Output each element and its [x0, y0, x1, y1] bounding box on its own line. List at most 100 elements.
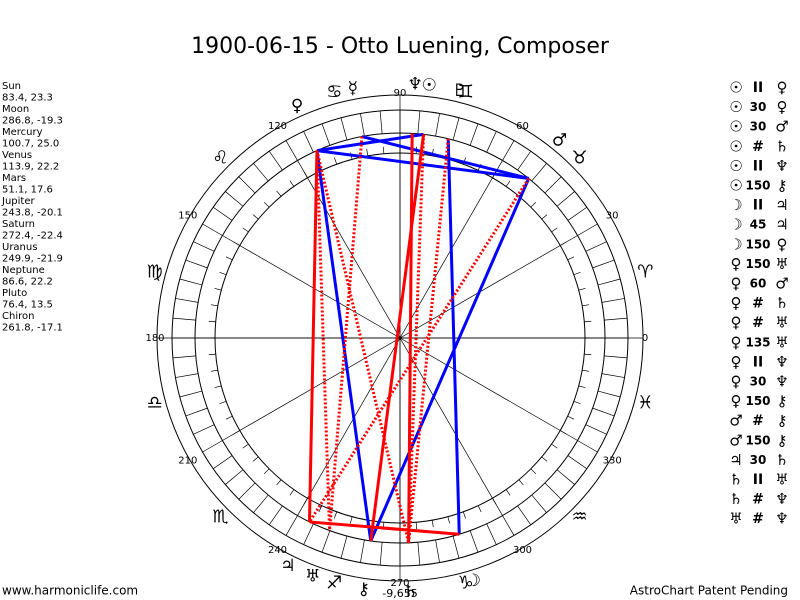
- ring-tick: [567, 455, 587, 470]
- ring-tick: [452, 535, 460, 559]
- aspect-planet: ♃: [775, 216, 788, 234]
- planet-glyph: ♇: [452, 81, 467, 101]
- aspect-line: [361, 135, 530, 180]
- aspect-planet: ♀: [731, 314, 742, 332]
- planet-position: 261.8, -17.1: [2, 323, 63, 334]
- inner-tick: [263, 201, 270, 208]
- planet-name: Saturn: [2, 219, 35, 230]
- aspect-planet: ♀: [731, 333, 742, 351]
- zodiac-sign: ♐: [326, 572, 342, 593]
- ring-tick: [604, 317, 628, 321]
- bottom-label: -9,655: [382, 587, 417, 600]
- ring-tick: [544, 176, 562, 194]
- degree-label: 30: [606, 211, 619, 222]
- aspect-type: #: [752, 413, 764, 429]
- aspect-planet: ♅: [775, 333, 788, 351]
- planet-glyph: ♅: [305, 567, 320, 587]
- aspect-planet: ♄: [775, 294, 788, 312]
- inner-tick: [415, 522, 418, 530]
- degree-label: 330: [603, 456, 622, 467]
- aspect-planet: ♄: [729, 471, 742, 489]
- ring-tick: [193, 424, 215, 435]
- inner-tick: [530, 201, 537, 208]
- ring-tick: [417, 542, 421, 566]
- inner-tick: [462, 511, 466, 519]
- aspect-planet: ♀: [731, 275, 742, 293]
- degree-label: 300: [513, 545, 532, 556]
- inner-tick: [289, 489, 295, 496]
- aspect-type: 30: [750, 453, 767, 467]
- planet-glyph: ⚷: [358, 579, 370, 599]
- ring-tick: [213, 455, 233, 470]
- aspect-planet: ♀: [731, 294, 742, 312]
- inner-tick: [541, 214, 548, 220]
- aspect-line: [315, 150, 332, 531]
- aspect-planet: ♀: [777, 235, 788, 253]
- inner-tick: [573, 400, 581, 404]
- inner-tick: [289, 180, 295, 187]
- ring-tick: [502, 140, 515, 161]
- aspect-type: #: [752, 139, 764, 155]
- ring-tick: [185, 407, 208, 417]
- inner-tick: [518, 479, 524, 486]
- aspect-planet: ⚷: [777, 412, 788, 430]
- aspect-planet: ♅: [729, 510, 742, 528]
- ring-tick: [185, 259, 208, 269]
- ring-tick: [531, 494, 547, 513]
- planet-name: Jupiter: [1, 196, 35, 207]
- inner-tick: [431, 520, 434, 528]
- aspect-type: II: [753, 198, 763, 214]
- planet-glyph: ♃: [280, 556, 295, 576]
- inner-tick: [208, 320, 216, 323]
- aspect-planet: ♆: [775, 373, 788, 391]
- aspect-type: 150: [745, 394, 770, 408]
- inner-tick: [382, 146, 385, 154]
- planet-name: Uranus: [2, 242, 37, 253]
- aspect-planet: ♀: [731, 373, 742, 391]
- aspect-type: #: [752, 315, 764, 331]
- inner-tick: [334, 157, 338, 165]
- ring-tick: [172, 317, 196, 321]
- ring-tick: [175, 373, 199, 378]
- planet-glyph: ☉: [422, 76, 437, 96]
- aspect-planet: ♂: [775, 275, 788, 293]
- ring-tick: [577, 440, 598, 453]
- aspect-planet: ☉: [729, 79, 742, 97]
- planet-glyph: ♀: [291, 96, 303, 116]
- inner-tick: [582, 304, 590, 307]
- zodiac-sign: ♒: [572, 507, 588, 528]
- aspect-type: 30: [750, 120, 767, 134]
- zodiac-sign: ♍: [147, 261, 163, 282]
- planet-position: 100.7, 25.0: [2, 139, 59, 150]
- planet-position: 86.6, 22.2: [2, 277, 53, 288]
- ring-tick: [268, 505, 283, 525]
- inner-tick: [210, 304, 218, 307]
- inner-tick: [263, 468, 270, 475]
- planet-glyph: ☽: [466, 571, 481, 591]
- inner-tick: [242, 443, 249, 449]
- aspect-planet: ♄: [775, 137, 788, 155]
- ring-tick: [567, 206, 587, 221]
- ring-tick: [340, 117, 348, 141]
- ring-tick: [253, 163, 269, 182]
- ring-tick: [597, 278, 621, 286]
- aspect-type: II: [753, 472, 763, 488]
- ring-tick: [321, 530, 331, 553]
- aspect-type: 30: [750, 375, 767, 389]
- inner-tick: [551, 227, 558, 233]
- inner-tick: [530, 468, 537, 475]
- ring-tick: [303, 131, 314, 153]
- inner-tick: [567, 256, 575, 261]
- aspect-line: [309, 520, 460, 536]
- aspect-type: 150: [745, 179, 770, 193]
- planet-position: 83.4, 23.3: [2, 93, 53, 104]
- degree-label: 270: [390, 578, 409, 589]
- planet-name: Mercury: [2, 127, 43, 138]
- degree-label: 60: [516, 121, 529, 132]
- planet-glyph: ♆: [407, 74, 422, 94]
- aspect-planet: ☽: [729, 196, 742, 214]
- planet-position: 286.8, -19.3: [2, 116, 63, 127]
- ring-tick: [502, 515, 515, 536]
- ring-tick: [360, 113, 365, 137]
